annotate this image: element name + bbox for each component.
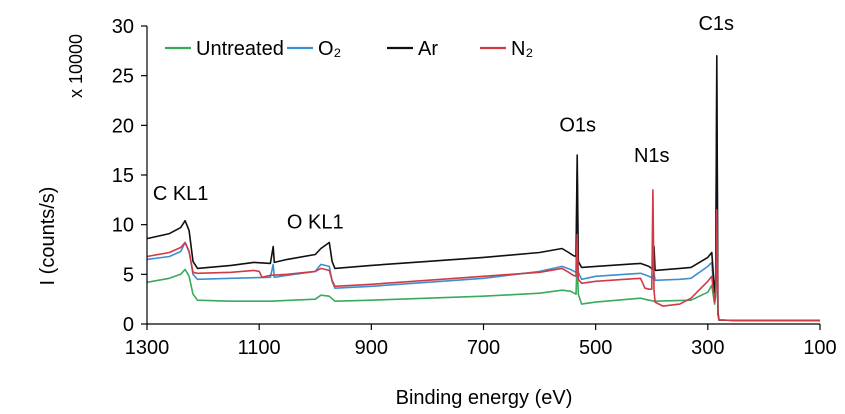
annotation-label-4: C1s <box>698 13 734 35</box>
chart-legend: Untreated O₂ Ar N₂ <box>165 38 533 60</box>
x-tick-label-6: 100 <box>803 337 836 359</box>
annotation-label-3: N1s <box>634 145 670 167</box>
series-line-1 <box>146 79 820 322</box>
x-tick-label-4: 500 <box>579 337 612 359</box>
legend-label-3: N₂ <box>511 38 533 60</box>
y-axis-label: I (counts/s) <box>37 187 59 286</box>
peak-annotations: C KL1 O KL1 O1s N1s C1s <box>153 13 734 234</box>
y-tick-label-0: 0 <box>123 314 134 336</box>
x-tick-label-5: 300 <box>691 337 724 359</box>
annotation-label-1: O KL1 <box>287 212 344 234</box>
legend-label-1: O₂ <box>318 38 341 60</box>
y-tick-label-4: 20 <box>112 115 134 137</box>
axes-group: 0 5 10 15 20 25 30 1300 1100 900 700 500 300 100 <box>112 16 837 359</box>
y-tick-label-1: 5 <box>123 264 134 286</box>
y-tick-label-3: 15 <box>112 165 134 187</box>
x-tick-label-1: 1100 <box>238 337 281 359</box>
legend-label-2: Ar <box>418 38 438 60</box>
annotation-label-2: O1s <box>559 114 596 136</box>
y-multiplier-label: x 10000 <box>66 34 86 98</box>
y-tick-label-5: 25 <box>112 66 134 88</box>
legend-label-0: Untreated <box>196 38 284 60</box>
annotation-label-0: C KL1 <box>153 183 209 205</box>
x-tick-label-0: 1300 <box>125 337 170 359</box>
x-tick-label-2: 900 <box>355 337 388 359</box>
x-axis-label: Binding energy (eV) <box>396 387 573 409</box>
series-line-2 <box>146 54 820 322</box>
y-tick-label-2: 10 <box>112 215 134 237</box>
series-line-3 <box>146 189 820 322</box>
x-tick-label-3: 700 <box>467 337 500 359</box>
y-tick-label-6: 30 <box>112 16 134 38</box>
plot-series-group <box>146 54 820 322</box>
